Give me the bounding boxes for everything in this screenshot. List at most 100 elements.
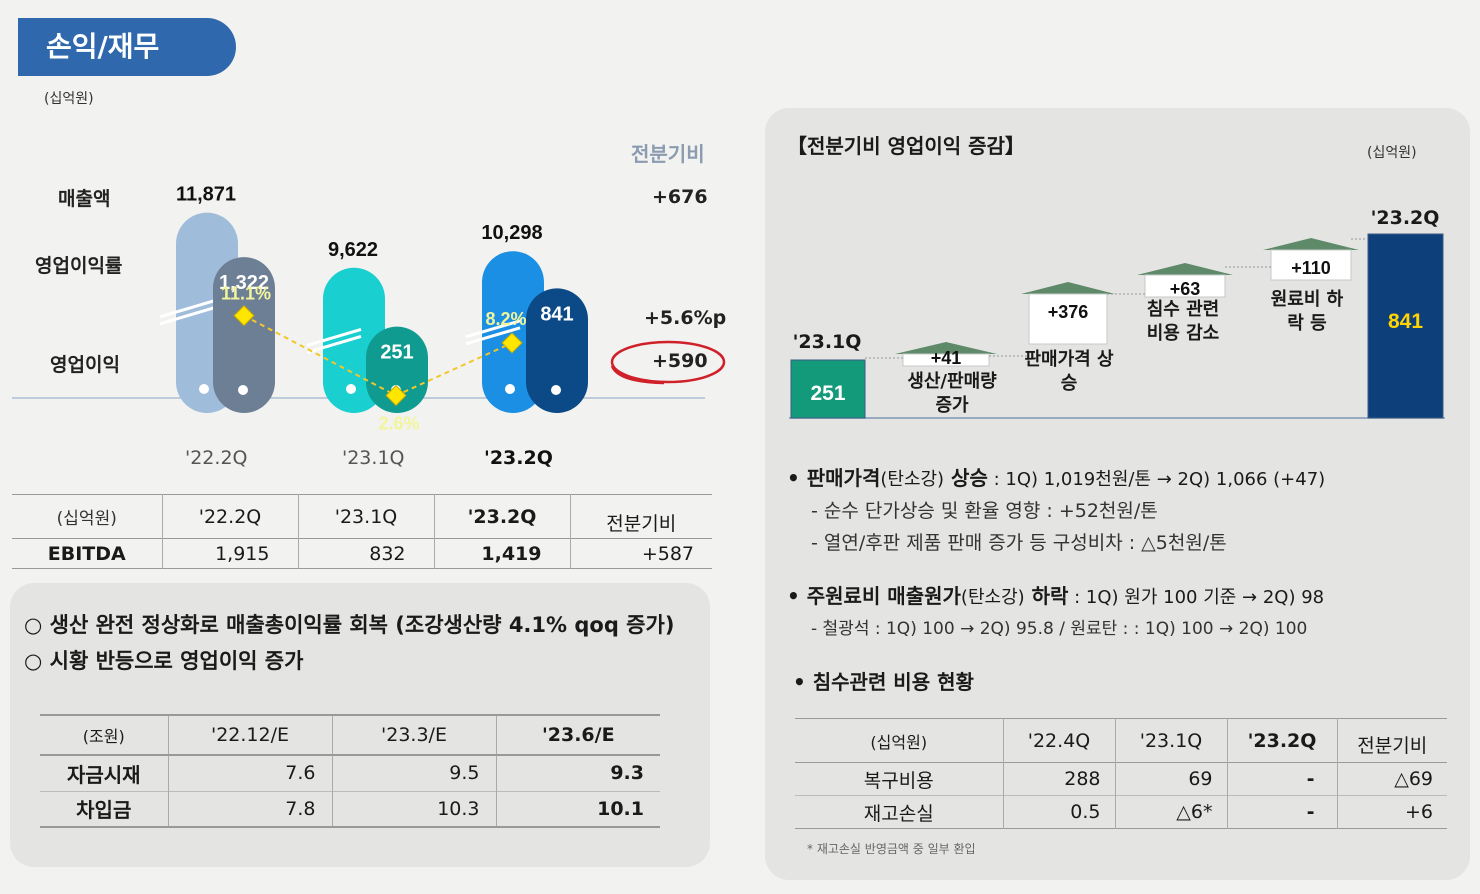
revenue-profit-chart: 11,871 1,322 9,622 251 10,298 841 11.1% 2.6% 8.2… xyxy=(12,184,726,434)
margin-marker xyxy=(501,332,523,354)
bullet-material-tag: (탄소강) xyxy=(960,587,1025,608)
axis-break-mark xyxy=(306,328,362,347)
cash-header-unit: (조원) xyxy=(82,727,125,746)
bullet-price: • 판매가격(탄소강) 상승 : 1Q) 1,019천원/톤 → 2Q) 1,0… xyxy=(787,462,1325,491)
waterfall-arrow-head xyxy=(895,342,997,354)
x-label-23-2q: '23.2Q xyxy=(484,447,553,469)
waterfall-delta-label: +110 xyxy=(1291,258,1331,278)
waterfall-title: 【전분기비 영업이익 증감】 xyxy=(787,134,1025,158)
op-profit-bar xyxy=(366,326,428,413)
axis-break-mark xyxy=(465,319,521,339)
comparison-header: 전분기비 xyxy=(631,142,705,166)
waterfall-chart: 251 +41 +376 +63 +110 841 xyxy=(789,233,1445,419)
revenue-bar-dot xyxy=(505,384,515,394)
ebitda-comparison: +587 xyxy=(569,538,712,569)
margin-marker xyxy=(385,384,407,407)
axis-break-mark xyxy=(306,335,362,354)
op-profit-value-label: 251 xyxy=(380,342,413,364)
note-1: ○ 생산 완전 정상화로 매출총이익률 회복 (조강생산량 4.1% qoq 증… xyxy=(24,613,675,637)
cash-cash-23-6: 9.3 xyxy=(495,755,660,791)
flood-row-label-inventory: 재고손실 xyxy=(863,802,934,825)
waterfall-end-bar xyxy=(1367,233,1444,419)
bullet-price-tail: : 1Q) 1,019천원/톤 → 2Q) 1,066 (+47) xyxy=(987,469,1326,490)
flood-inventory-23-2q: - xyxy=(1226,795,1337,829)
waterfall-arrow-head xyxy=(1137,263,1233,275)
waterfall-start-bar xyxy=(790,359,866,419)
bullet-price-sub-1: - 순수 단가상승 및 환율 영향 : +52천원/톤 xyxy=(811,500,1158,522)
bullet-price-sub-2: - 열연/후판 제품 판매 증가 등 구성비차 : △5천원/톤 xyxy=(811,532,1227,554)
ebitda-header-23-2q: '23.2Q xyxy=(433,494,570,539)
op-profit-bar xyxy=(213,257,275,413)
waterfall-delta-bar xyxy=(1144,274,1226,298)
flood-repair-23-2q: - xyxy=(1226,762,1337,796)
op-profit-value-label: 841 xyxy=(540,303,573,325)
flood-row-label-repair: 복구비용 xyxy=(863,769,934,792)
op-profit-bar-dot xyxy=(238,385,248,395)
flood-header-22-4q: '22.4Q xyxy=(1002,718,1115,763)
comparison-op-profit: +590 xyxy=(652,350,708,372)
revenue-value-label: 10,298 xyxy=(481,222,542,244)
wf-label-price: 판매가격 상승 xyxy=(1024,349,1114,394)
flood-inventory-comparison: +6 xyxy=(1336,795,1447,829)
page-title: 손익/재무 xyxy=(18,18,236,76)
ebitda-header-22-2q: '22.2Q xyxy=(161,494,298,539)
bullet-flood: • 침수관련 비용 현황 xyxy=(793,670,974,694)
flood-header-unit: (십억원) xyxy=(870,732,928,752)
ebitda-23-1q: 832 xyxy=(297,538,434,569)
highlight-circle xyxy=(610,340,726,384)
margin-value-label: 11.1% xyxy=(221,284,271,304)
waterfall-delta-label: +376 xyxy=(1048,302,1089,322)
axis-break-mark xyxy=(159,299,215,319)
unit-label: (십억원) xyxy=(44,91,94,107)
flood-header-23-2q: '23.2Q xyxy=(1226,718,1337,763)
op-profit-bar xyxy=(526,288,588,413)
waterfall-arrow-head xyxy=(1263,238,1359,250)
op-profit-bar-dot xyxy=(551,385,561,395)
wf-label-23-1q: '23.1Q xyxy=(792,331,862,353)
comparison-margin: +5.6%p xyxy=(644,307,727,329)
cash-header-23-3: '23.3/E xyxy=(331,715,496,755)
x-label-22-2q: '22.2Q xyxy=(185,447,248,469)
comparison-revenue: +676 xyxy=(652,186,708,208)
waterfall-value-label: 251 xyxy=(810,382,845,405)
margin-value-label: 2.6% xyxy=(378,414,419,434)
cash-cash-22-12: 7.6 xyxy=(167,755,332,791)
ebitda-header-23-1q: '23.1Q xyxy=(297,494,434,539)
revenue-bar-dot xyxy=(199,384,209,394)
wf-label-flood: 침수 관련 비용 감소 xyxy=(1146,299,1220,344)
ebitda-header-comparison: 전분기비 xyxy=(569,494,712,539)
cash-header-23-6: '23.6/E xyxy=(495,715,660,755)
flood-repair-22-4q: 288 xyxy=(1002,762,1115,796)
waterfall-delta-bar xyxy=(902,353,990,367)
flood-repair-23-1q: 69 xyxy=(1114,762,1227,796)
highlight-stroke xyxy=(610,365,665,385)
op-profit-value-label: 1,322 xyxy=(219,272,269,294)
cash-row-label-cash: 자금시재 xyxy=(66,762,141,787)
waterfall-delta-bar xyxy=(1028,293,1108,345)
note-2: ○ 시황 반등으로 영업이익 증가 xyxy=(24,649,304,673)
notes-panel: ○ 생산 완전 정상화로 매출총이익률 회복 (조강생산량 4.1% qoq 증… xyxy=(10,583,710,867)
flood-inventory-23-1q: △6* xyxy=(1114,795,1227,829)
bullet-material-tail: : 1Q) 원가 100 기준 → 2Q) 98 xyxy=(1068,587,1325,608)
cash-debt-23-3: 10.3 xyxy=(331,791,496,827)
ebitda-table: (십억원) '22.2Q '23.1Q '23.2Q 전분기비 EBITDA 1… xyxy=(12,494,712,569)
bullet-material-sub-1: - 철광석 : 1Q) 100 → 2Q) 95.8 / 원료탄 : : 1Q)… xyxy=(811,619,1308,639)
waterfall-value-label: 841 xyxy=(1388,310,1423,333)
bullet-price-head2: 상승 xyxy=(944,466,988,490)
cash-table: (조원) '22.12/E '23.3/E '23.6/E 자금시재 7.6 9… xyxy=(40,714,660,828)
axis-break-mark xyxy=(465,326,521,346)
margin-value-label: 8.2% xyxy=(485,309,526,329)
bullet-material-head2: 하락 xyxy=(1024,584,1069,608)
row-label-revenue: 매출액 xyxy=(58,188,111,210)
waterfall-delta-bar xyxy=(1270,249,1352,281)
right-panel: 【전분기비 영업이익 증감】 (십억원) 251 +41 +376 +63 +110 84… xyxy=(765,108,1470,880)
flood-header-comparison: 전분기비 xyxy=(1336,718,1447,763)
row-label-margin: 영업이익률 xyxy=(35,255,123,277)
ebitda-22-2q: 1,915 xyxy=(161,538,298,569)
revenue-value-label: 9,622 xyxy=(328,239,378,261)
flood-header-23-1q: '23.1Q xyxy=(1114,718,1227,763)
cash-cash-23-3: 9.5 xyxy=(331,755,496,791)
row-label-op-profit: 영업이익 xyxy=(50,354,120,376)
wf-label-material: 원료비 하락 등 xyxy=(1270,289,1344,334)
wf-label-23-2q: '23.2Q xyxy=(1370,207,1440,229)
